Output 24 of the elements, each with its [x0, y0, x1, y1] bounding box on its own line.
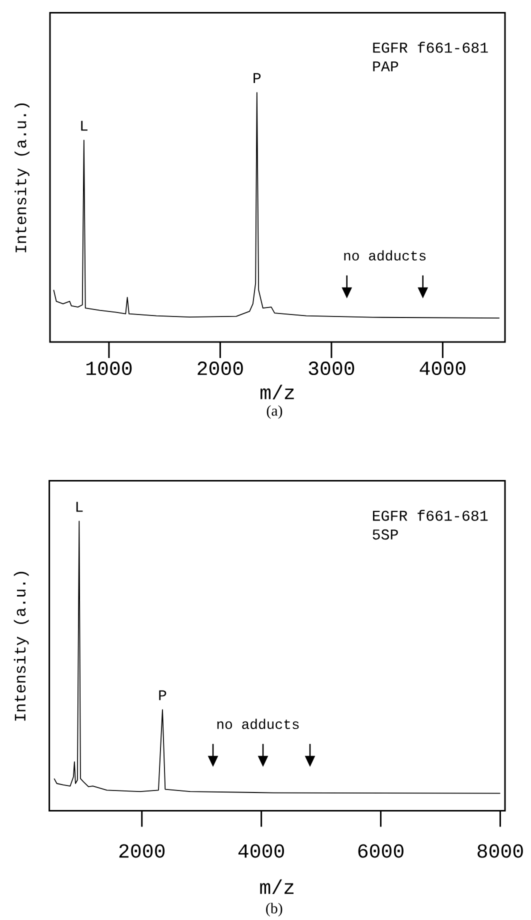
text: EGFR f661-681: [372, 510, 488, 521]
text: (b): [266, 902, 282, 916]
annotation: 5SP: [372, 529, 398, 540]
text: EGFR f661-681: [373, 42, 488, 53]
x-axis-title: m/z: [260, 879, 294, 894]
y-axis-title: Intensity (a.u.): [14, 572, 29, 721]
text: PAP: [373, 61, 398, 72]
x-tick-label: 8000: [478, 844, 523, 858]
x-tick-label: 1000: [86, 362, 132, 376]
x-tick-label: 2000: [198, 362, 243, 376]
annotation: P: [254, 73, 261, 84]
x-tick-label: 3000: [308, 362, 354, 376]
text: (a): [266, 405, 282, 419]
x-axis-title: m/z: [260, 384, 294, 400]
annotation: L: [81, 120, 88, 131]
annotation: P: [159, 690, 166, 700]
annotation: no adducts: [217, 718, 299, 730]
x-tick-label: 2000: [119, 844, 165, 858]
annotation: L: [76, 502, 83, 512]
x-tick-label: 4000: [238, 844, 284, 858]
y-axis-title: Intensity (a.u.): [14, 104, 30, 252]
x-tick-label: 6000: [358, 844, 404, 858]
annotation: no adducts: [344, 250, 426, 261]
x-tick-label: 4000: [420, 362, 466, 376]
